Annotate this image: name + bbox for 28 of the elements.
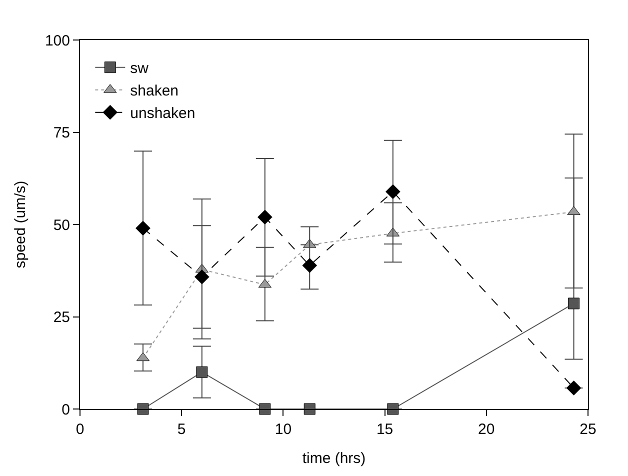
x-tick-label: 0 (76, 421, 84, 438)
legend-label: shaken (130, 82, 179, 100)
point (302, 258, 318, 273)
y-tick-label: 50 (53, 216, 70, 234)
x-tick-label: 25 (580, 421, 596, 438)
y-axis-title: speed (um/s) (12, 180, 30, 268)
point (387, 403, 399, 415)
point (258, 210, 272, 225)
point (259, 403, 271, 415)
point (568, 298, 580, 310)
legend-label: sw (130, 60, 149, 78)
x-tick-label: 15 (376, 421, 394, 438)
x-tick-label: 20 (478, 421, 495, 438)
point (137, 403, 149, 415)
y-tick-label: 100 (44, 32, 70, 50)
point (196, 366, 208, 378)
point (194, 270, 210, 284)
point (566, 380, 582, 396)
point (136, 220, 150, 236)
point (304, 403, 316, 415)
point (386, 184, 400, 200)
y-tick-label: 25 (53, 309, 70, 326)
x-tick-label: 5 (177, 421, 186, 438)
y-tick-label: 75 (53, 124, 70, 142)
x-axis-title: time (hrs) (302, 450, 366, 467)
legend-label: unshaken (130, 105, 196, 122)
x-tick-label: 10 (274, 421, 292, 438)
y-tick-label: 0 (62, 401, 70, 418)
